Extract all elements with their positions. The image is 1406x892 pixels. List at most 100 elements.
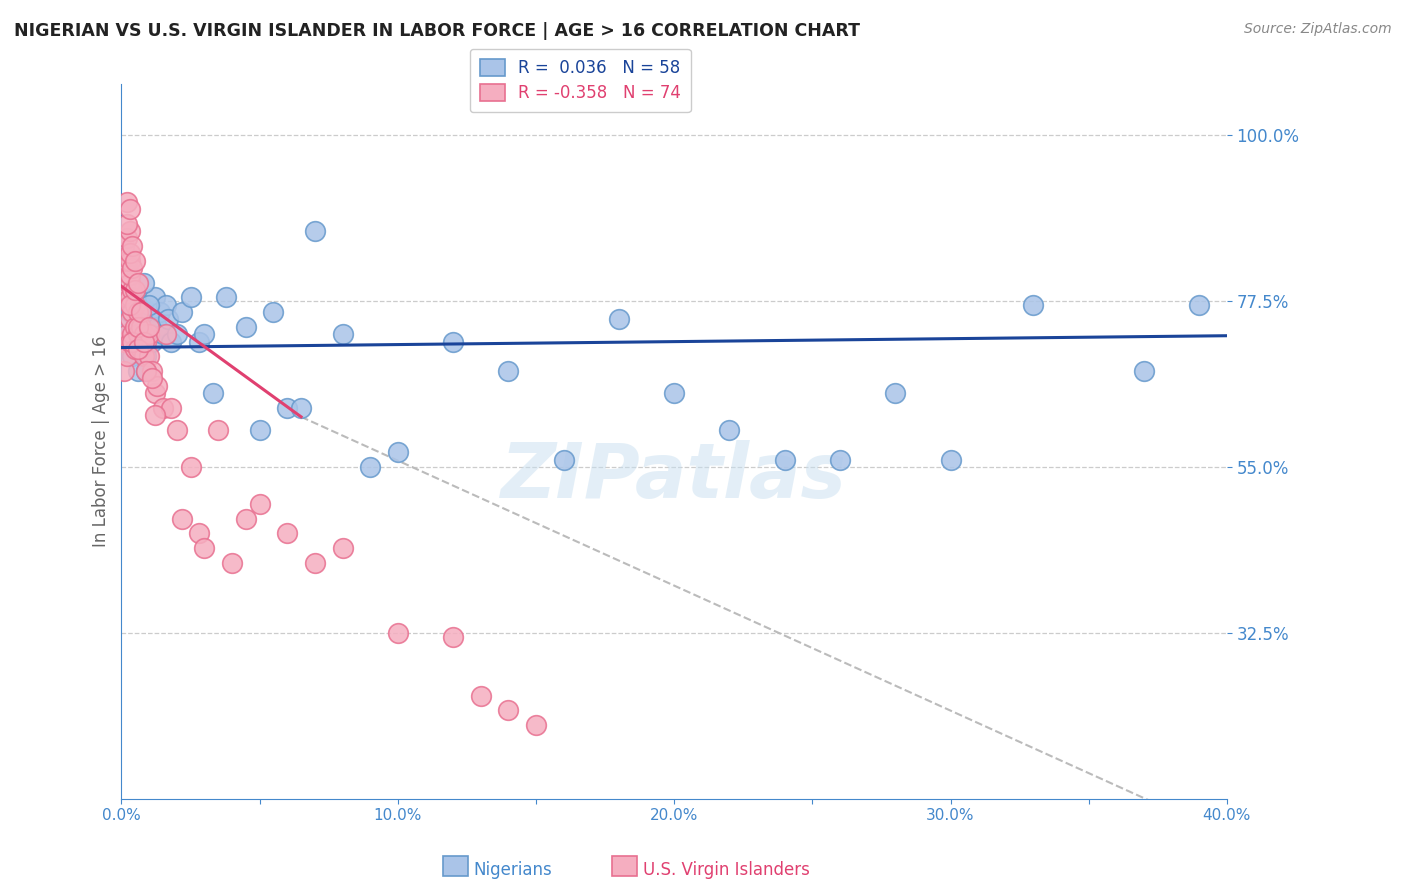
Point [138, 305, 160, 319]
Point [187, 526, 209, 541]
Point [332, 327, 354, 342]
Point [141, 371, 163, 385]
Point [146, 319, 169, 334]
Point [118, 202, 141, 216]
Point [498, 703, 520, 717]
Point [112, 364, 135, 378]
Point [138, 327, 160, 342]
Point [662, 386, 685, 401]
Point [127, 319, 149, 334]
Point [132, 334, 155, 349]
Point [118, 312, 141, 326]
Point [121, 350, 143, 364]
Point [1188, 298, 1211, 312]
Point [124, 283, 146, 297]
Point [118, 268, 141, 283]
Point [215, 290, 238, 304]
Point [115, 327, 138, 342]
Point [387, 445, 409, 459]
Point [359, 460, 381, 475]
Point [718, 423, 741, 437]
Text: U.S. Virgin Islanders: U.S. Virgin Islanders [643, 861, 810, 879]
Point [152, 401, 174, 415]
Point [138, 350, 160, 364]
Point [127, 305, 149, 319]
Point [180, 290, 202, 304]
Point [118, 276, 141, 290]
Point [1022, 298, 1045, 312]
Point [115, 253, 138, 268]
Point [138, 319, 160, 334]
Point [127, 342, 149, 356]
Point [249, 497, 271, 511]
Point [157, 312, 180, 326]
Point [129, 305, 152, 319]
Point [304, 224, 326, 238]
Point [127, 276, 149, 290]
Point [121, 239, 143, 253]
Point [201, 386, 224, 401]
Point [132, 276, 155, 290]
Point [129, 319, 152, 334]
Point [115, 350, 138, 364]
Point [180, 460, 202, 475]
Point [470, 689, 492, 703]
Point [607, 312, 630, 326]
Point [115, 194, 138, 209]
Point [135, 364, 157, 378]
Text: ZIPatlas: ZIPatlas [501, 440, 848, 514]
Point [149, 305, 172, 319]
Point [172, 305, 194, 319]
Point [118, 253, 141, 268]
Point [124, 334, 146, 349]
Point [441, 334, 464, 349]
Point [141, 334, 163, 349]
Point [135, 334, 157, 349]
Point [127, 364, 149, 378]
Point [143, 290, 166, 304]
Point [121, 283, 143, 297]
Point [143, 409, 166, 423]
Point [115, 231, 138, 245]
Point [553, 452, 575, 467]
Point [124, 319, 146, 334]
Point [276, 526, 298, 541]
Point [155, 327, 177, 342]
Point [221, 556, 243, 570]
Point [124, 319, 146, 334]
Point [118, 305, 141, 319]
Point [132, 327, 155, 342]
Point [524, 718, 547, 732]
Point [118, 298, 141, 312]
Point [115, 319, 138, 334]
Point [141, 327, 163, 342]
Point [304, 556, 326, 570]
Point [138, 319, 160, 334]
Point [387, 625, 409, 640]
Point [121, 305, 143, 319]
Point [166, 327, 188, 342]
Point [828, 452, 851, 467]
Point [249, 423, 271, 437]
Point [121, 260, 143, 275]
Point [112, 290, 135, 304]
Point [129, 298, 152, 312]
Point [129, 327, 152, 342]
Point [124, 253, 146, 268]
Point [884, 386, 907, 401]
Point [118, 334, 141, 349]
Point [124, 298, 146, 312]
Point [127, 327, 149, 342]
Point [152, 327, 174, 342]
Point [118, 224, 141, 238]
Point [115, 260, 138, 275]
Y-axis label: In Labor Force | Age > 16: In Labor Force | Age > 16 [93, 335, 110, 547]
Point [118, 290, 141, 304]
Point [115, 217, 138, 231]
Point [332, 541, 354, 555]
Point [160, 401, 183, 415]
Legend: R =  0.036   N = 58, R = -0.358   N = 74: R = 0.036 N = 58, R = -0.358 N = 74 [470, 49, 690, 112]
Point [112, 239, 135, 253]
Point [939, 452, 962, 467]
Point [143, 386, 166, 401]
